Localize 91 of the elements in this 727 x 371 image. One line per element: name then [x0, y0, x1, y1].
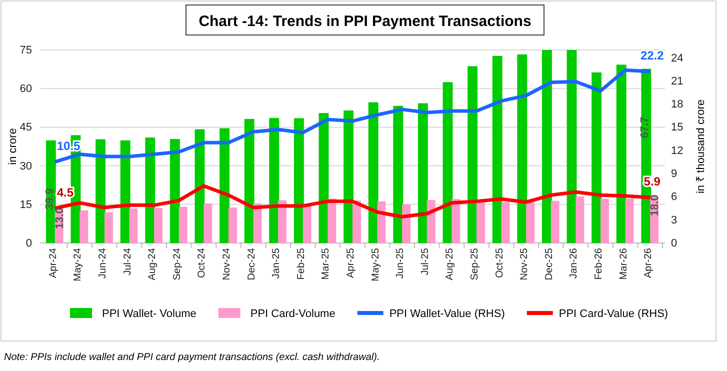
x-tick-label: Feb-26 — [594, 248, 605, 280]
y-tick-label: 15 — [20, 198, 32, 211]
y2-tick-label: 6 — [671, 191, 678, 204]
y2-tick-label: 24 — [671, 52, 684, 64]
x-tick-label: Sep-24 — [172, 248, 183, 280]
bar — [104, 212, 113, 243]
bar — [269, 118, 280, 243]
legend-label: PPI Card-Volume — [250, 308, 336, 320]
x-tick-label: Apr-25 — [346, 248, 356, 278]
y-tick-label: 60 — [20, 83, 32, 96]
y2-tick-label: 18 — [671, 98, 684, 111]
x-tick-label: May-24 — [72, 248, 84, 282]
bar — [145, 137, 156, 243]
bar — [566, 50, 577, 243]
bar — [96, 139, 106, 243]
x-tick-label: Jun-24 — [97, 248, 108, 279]
bar — [178, 206, 188, 243]
bar — [328, 198, 336, 243]
bar — [616, 64, 626, 243]
bar — [129, 208, 138, 243]
y-tick-label: 45 — [20, 122, 32, 134]
bar — [517, 54, 528, 243]
x-tick-label: Nov-24 — [221, 248, 232, 280]
y2-tick-label: 9 — [671, 168, 678, 180]
data-label: 39.9 — [44, 188, 56, 210]
bar — [476, 201, 485, 243]
x-tick-label: Oct-24 — [196, 248, 208, 278]
bar — [204, 203, 212, 243]
x-tick-label: May-25 — [370, 248, 382, 282]
x-tick-label: Apr-24 — [48, 248, 59, 278]
x-tick-label: Sep-25 — [470, 248, 481, 280]
x-tick-label: Feb-25 — [296, 248, 307, 280]
bar — [418, 103, 428, 243]
data-label: 67.7 — [639, 116, 652, 138]
bar — [154, 208, 163, 243]
y-tick-label: 30 — [20, 160, 32, 172]
x-tick-label: Mar-25 — [320, 248, 332, 280]
bar — [542, 50, 552, 243]
x-tick-label: Jul-24 — [122, 248, 134, 276]
y2-tick-label: 3 — [671, 214, 678, 226]
data-label: 22.2 — [640, 48, 664, 63]
bar — [592, 72, 602, 243]
x-tick-label: Nov-25 — [519, 248, 530, 280]
x-tick-label: Dec-25 — [544, 248, 555, 280]
data-label: 13.0 — [54, 208, 66, 229]
bar — [550, 200, 560, 243]
x-tick-label: Aug-25 — [444, 248, 456, 280]
bar — [526, 202, 535, 243]
line-series — [53, 68, 652, 164]
bar — [120, 140, 130, 243]
bar — [352, 200, 361, 243]
bar — [468, 66, 478, 243]
y-axis-title: in crore — [7, 128, 19, 165]
bar — [228, 207, 237, 243]
bar — [492, 56, 502, 243]
x-tick-label: Mar-26 — [618, 248, 630, 280]
x-tick-label: Dec-24 — [246, 248, 258, 280]
text: Note: PPIs include wallet and PPI card payment transactions (excl. cash withdrawal). — [4, 352, 380, 363]
bar — [501, 202, 510, 243]
chart-title: Chart -14: Trends in PPI Payment Transactions — [198, 13, 532, 30]
legend-label: PPI Card-Value (RHS) — [558, 308, 668, 320]
x-tick-label: Oct-25 — [494, 248, 506, 278]
legend-label: PPI Wallet- Volume — [102, 308, 196, 320]
x-tick-label: Jul-25 — [420, 248, 431, 276]
y2-tick-label: 0 — [671, 238, 678, 250]
bar — [426, 200, 436, 243]
bar — [625, 198, 634, 243]
x-tick-label: Jan-25 — [271, 248, 282, 279]
x-tick-label: Jan-26 — [568, 248, 580, 279]
legend-label: PPI Wallet-Value (RHS) — [389, 308, 505, 320]
y2-tick-label: 21 — [671, 75, 684, 88]
bar — [393, 106, 404, 243]
bar — [302, 204, 312, 243]
y2-tick-label: 15 — [671, 122, 684, 134]
bar — [600, 198, 609, 243]
bar — [244, 118, 254, 243]
x-tick-label: Jun-25 — [395, 248, 406, 279]
bar — [80, 210, 88, 243]
x-tick-label: Apr-26 — [643, 248, 654, 278]
y2-axis-title: in ₹ thousand crore — [695, 99, 707, 194]
y-tick-label: 75 — [20, 44, 32, 57]
bar — [294, 118, 304, 243]
bar — [576, 196, 584, 243]
y-tick-label: 0 — [26, 238, 32, 250]
bar — [344, 110, 354, 243]
bar — [452, 198, 460, 243]
bar — [278, 200, 287, 243]
bar — [368, 102, 378, 243]
y2-tick-label: 12 — [671, 144, 684, 157]
data-label: 18.0 — [649, 194, 662, 216]
x-tick-label: Aug-24 — [147, 248, 158, 280]
